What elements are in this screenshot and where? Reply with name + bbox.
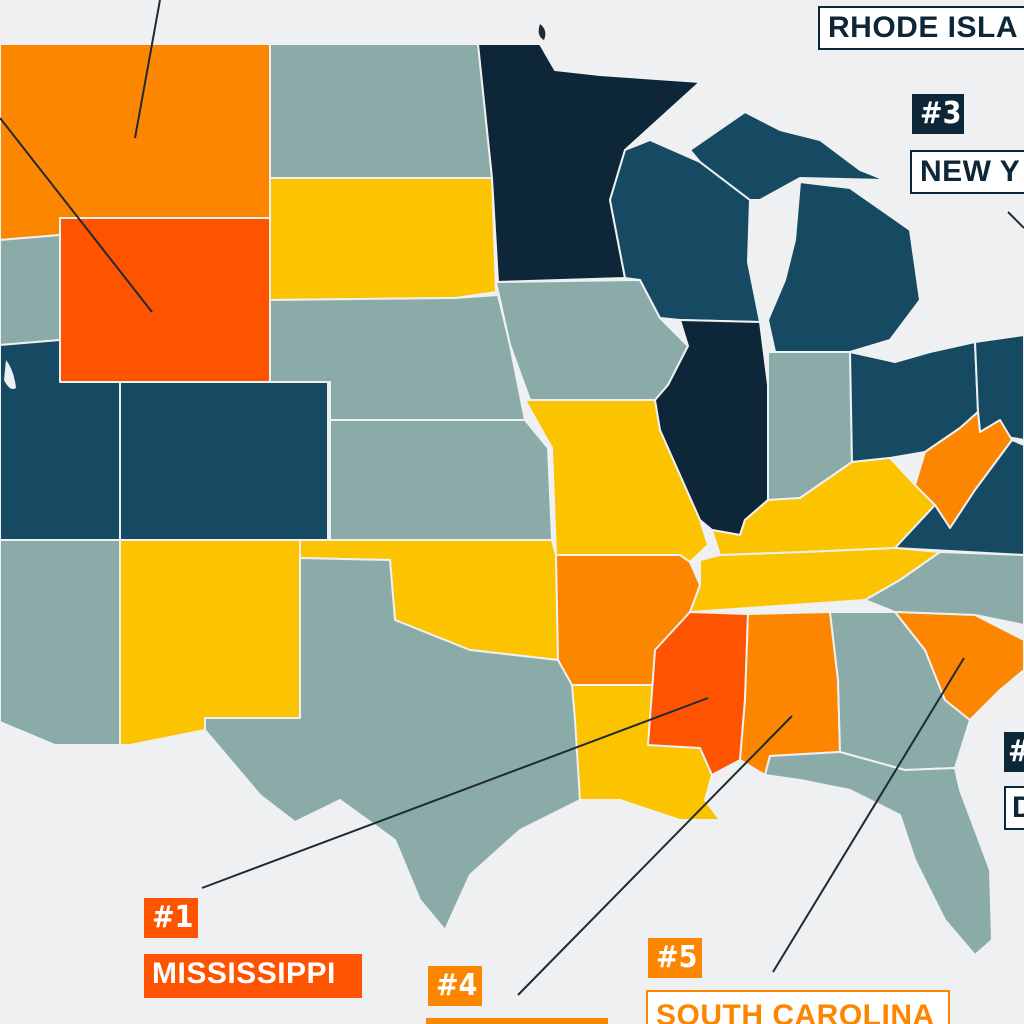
great-salt-lake-shape (4, 360, 16, 389)
label-rank-alabama: #4 (428, 966, 482, 1006)
label-rank-new-york: #3 (912, 94, 964, 134)
label-name-delaware: D (1004, 786, 1024, 830)
label-rank-delaware: # (1004, 732, 1024, 772)
state-michigan-lp (767, 181, 921, 353)
label-name-alabama (426, 1018, 608, 1024)
state-new-mexico (119, 539, 301, 746)
label-name-south-carolina: SOUTH CAROLINA (646, 990, 950, 1024)
isle-royale-shape (538, 24, 546, 40)
state-wyoming (59, 217, 271, 383)
leader-line-new-york (1007, 211, 1024, 229)
state-florida (764, 751, 993, 956)
state-colorado (119, 381, 329, 541)
leader-line-montana (134, 0, 161, 139)
state-kansas (329, 419, 553, 541)
state-idaho (0, 234, 61, 346)
leader-line-alabama (517, 715, 793, 996)
state-montana (0, 43, 271, 241)
label-rank-mississippi: #1 (144, 898, 198, 938)
label-rank-south-carolina: #5 (648, 938, 702, 978)
leader-line-wyoming (0, 117, 153, 313)
label-name-mississippi: MISSISSIPPI (144, 954, 362, 998)
state-michigan-up (689, 111, 886, 201)
state-texas (204, 557, 581, 931)
leader-line-mississippi (201, 697, 709, 889)
state-alabama (739, 611, 841, 776)
state-arizona (0, 539, 121, 746)
state-virginia (894, 439, 1024, 556)
state-south-dakota (269, 177, 497, 301)
state-north-dakota (269, 43, 493, 179)
label-name-new-york: NEW Y (910, 150, 1024, 194)
state-north-carolina (864, 551, 1024, 626)
leader-line-south-carolina (772, 657, 965, 973)
label-name-rhode-island: RHODE ISLA (818, 6, 1024, 50)
